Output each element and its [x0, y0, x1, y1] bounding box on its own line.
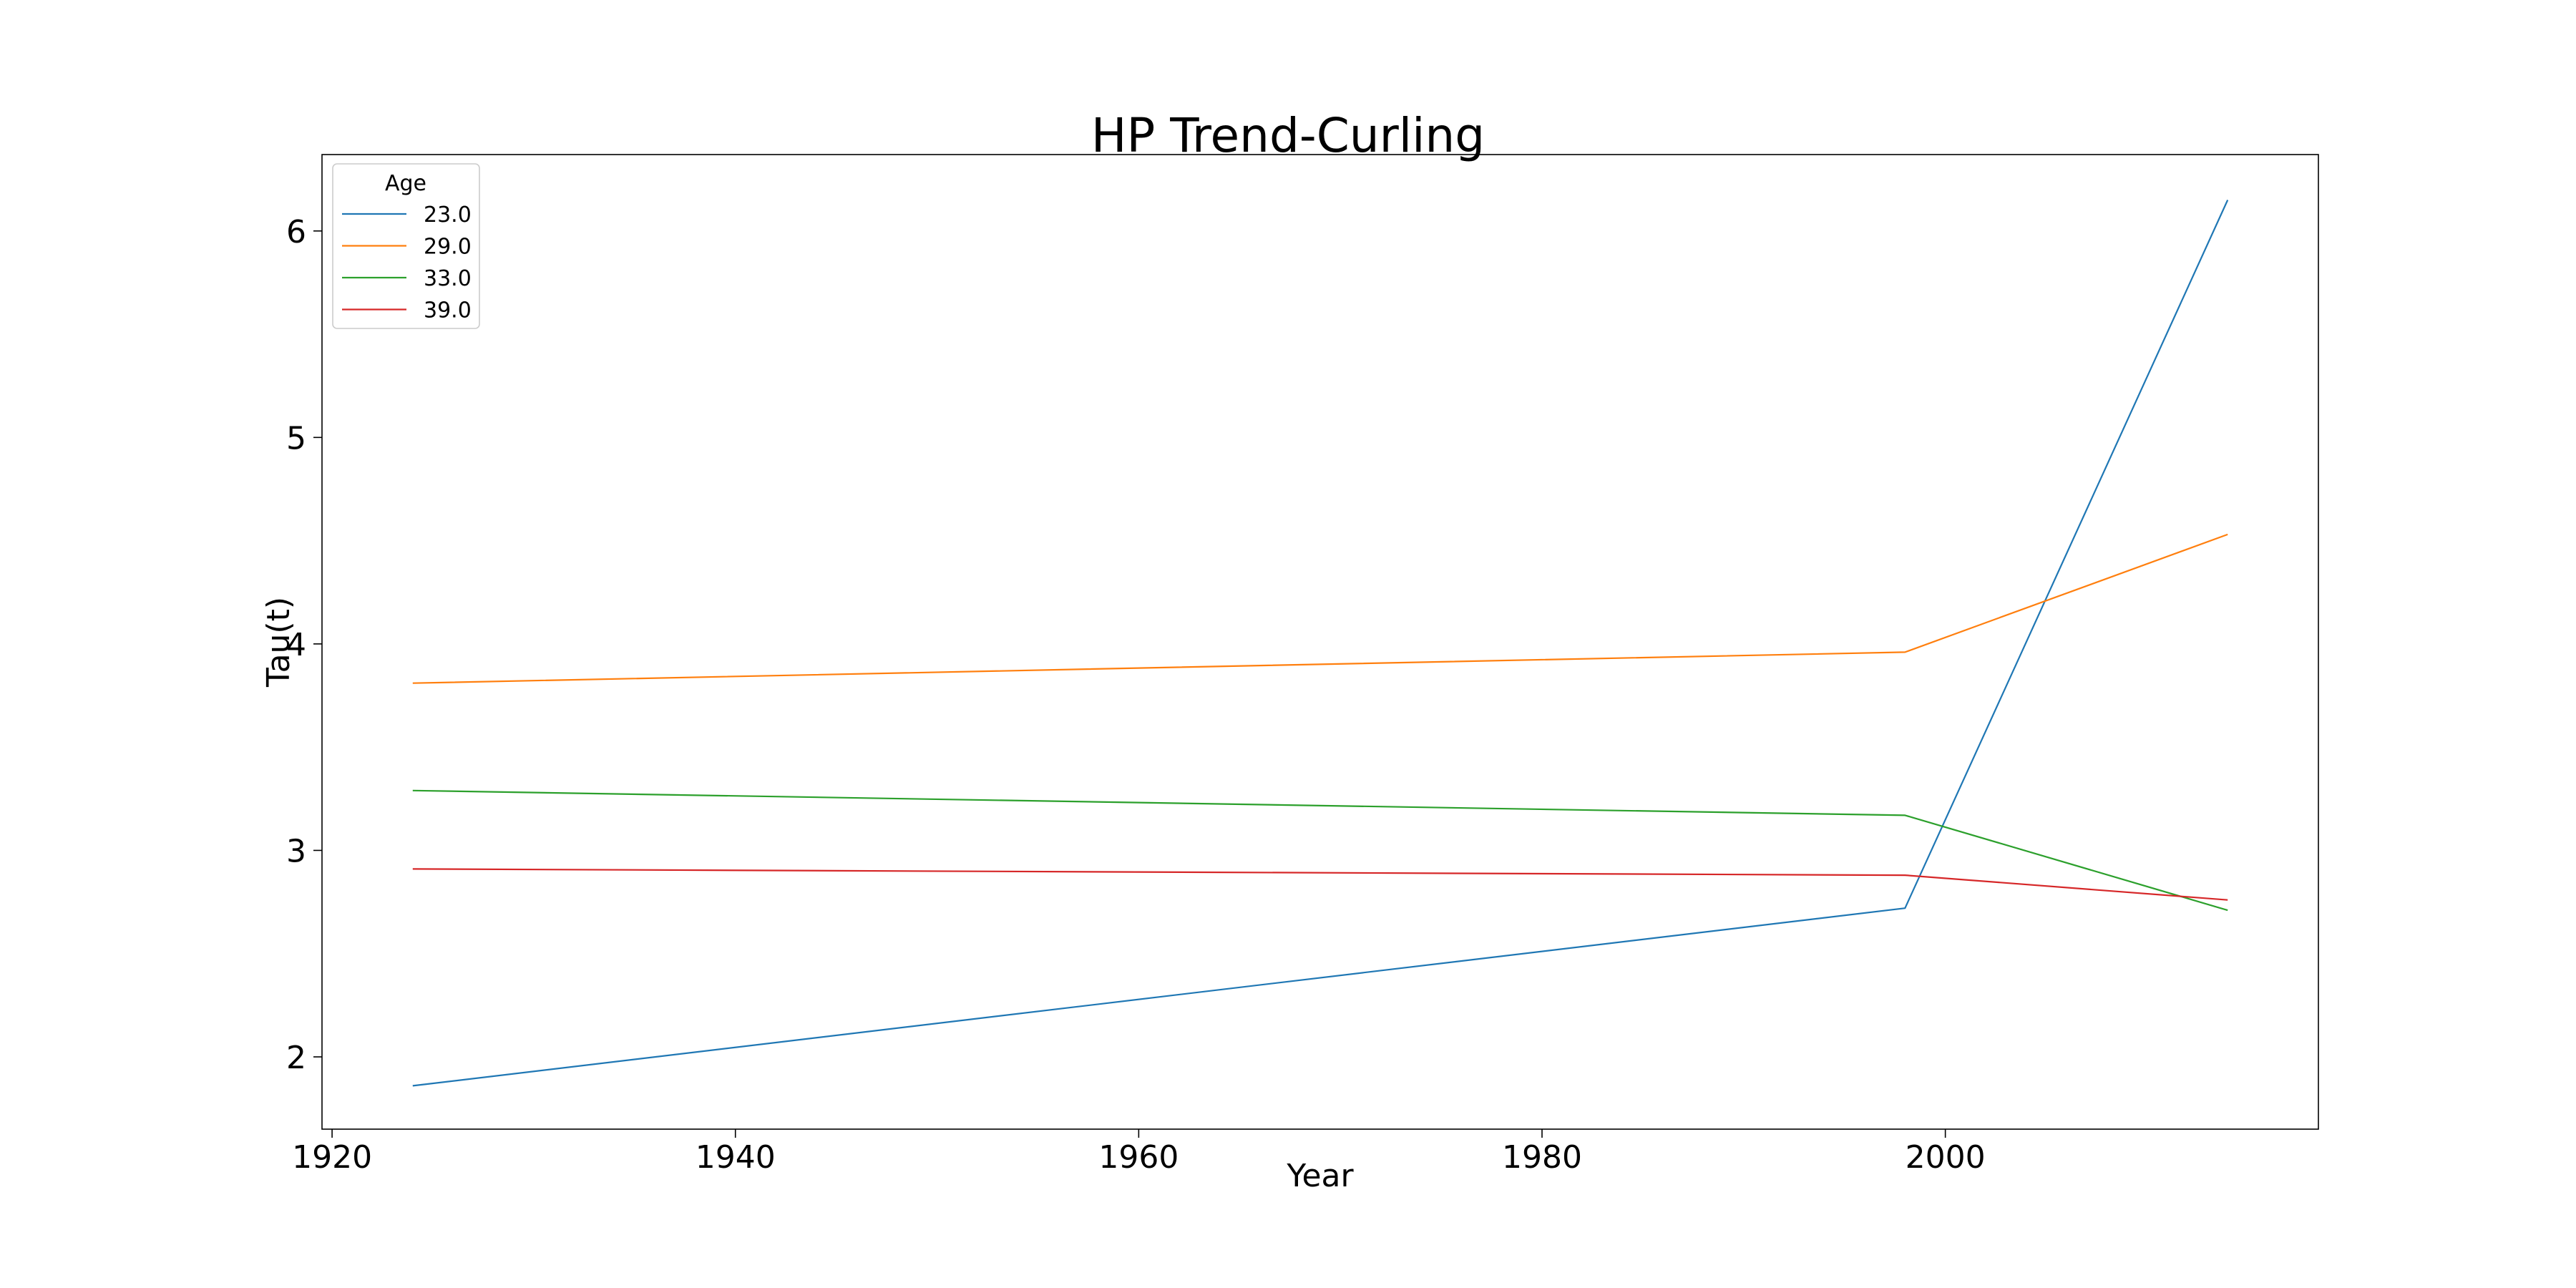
series-line-33.0 — [412, 789, 2228, 912]
x-axis-label: Year — [1286, 1158, 1354, 1194]
x-tick-label: 2000 — [1906, 1139, 1986, 1176]
series-layer — [412, 200, 2229, 1087]
legend-label-29.0: 29.0 — [424, 235, 472, 260]
series-line-29.0 — [412, 533, 2228, 684]
legend-label-39.0: 39.0 — [424, 298, 472, 323]
x-tick-label: 1980 — [1502, 1139, 1582, 1176]
legend-entries: 23.0 29.0 33.0 39.0 — [342, 203, 472, 323]
y-tick-label: 3 — [286, 833, 306, 869]
x-tick-label: 1920 — [292, 1139, 372, 1176]
legend-title: Age — [385, 171, 426, 196]
y-axis-label: Tau(t) — [260, 597, 297, 688]
legend-label-23.0: 23.0 — [424, 203, 472, 228]
plot-area — [321, 154, 2319, 1130]
y-tick-label: 2 — [286, 1040, 306, 1076]
chart-title: HP Trend-Curling — [1091, 108, 1485, 163]
y-axis: 2 3 4 5 6 — [286, 214, 322, 1076]
x-axis: 1920 1940 1960 1980 2000 — [292, 1129, 1986, 1176]
x-tick-label: 1960 — [1098, 1139, 1179, 1176]
legend: Age 23.0 29.0 33.0 39.0 — [332, 163, 480, 329]
legend-label-33.0: 33.0 — [424, 266, 472, 291]
y-tick-label: 6 — [286, 214, 306, 250]
y-tick-label: 4 — [286, 627, 306, 663]
series-line-39.0 — [412, 868, 2228, 901]
x-tick-label: 1940 — [696, 1139, 776, 1176]
axes-frame — [321, 154, 2319, 1130]
y-tick-label: 5 — [286, 420, 306, 457]
series-line-23.0 — [412, 200, 2229, 1087]
